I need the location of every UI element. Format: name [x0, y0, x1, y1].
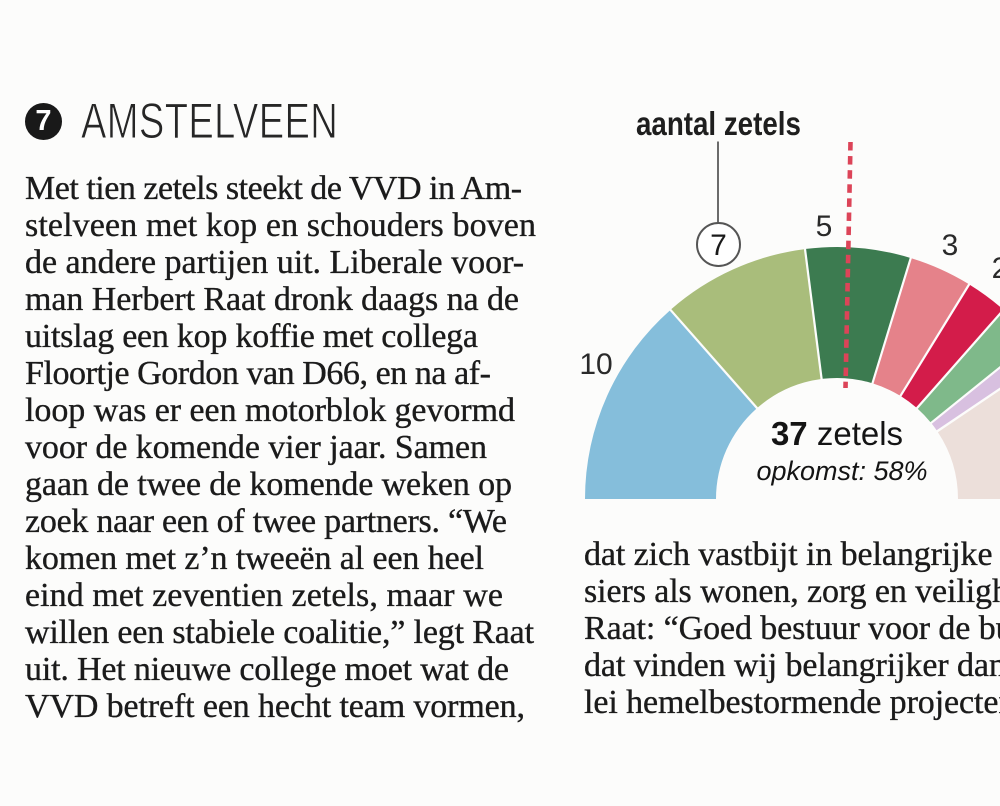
svg-text:7: 7: [710, 229, 727, 262]
svg-text:10: 10: [579, 348, 612, 381]
svg-text:5: 5: [816, 210, 833, 243]
svg-text:2: 2: [992, 252, 1000, 285]
svg-text:3: 3: [942, 229, 959, 262]
